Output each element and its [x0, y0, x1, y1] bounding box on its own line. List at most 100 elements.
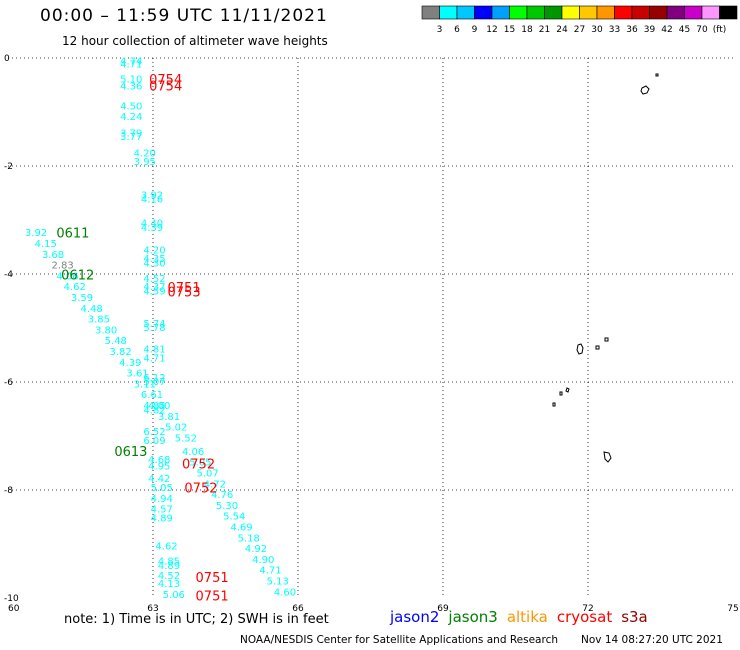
wave-height-value: 4.90	[252, 555, 274, 566]
color-scale-bar: 3 6 9 12 15 18 21 24 27 30 33 36 39 42 45 70 (ft)	[421, 5, 738, 35]
color-scale-label: 70	[696, 25, 708, 35]
color-scale-label: 21	[539, 25, 550, 35]
wave-height-value: 4.20	[143, 245, 165, 256]
wave-height-value: 6.61	[141, 390, 163, 401]
pass-time-label: 0613	[114, 445, 147, 460]
wave-height-value: 6.52	[143, 427, 165, 438]
color-scale-label: (ft)	[713, 25, 727, 35]
wave-height-value: 5.05	[151, 483, 173, 494]
wave-height-value: 3.79	[120, 128, 142, 139]
pass-time-label: 0751	[196, 571, 229, 586]
pass-time-label: 0612	[61, 268, 94, 283]
wave-height-value: 4.94	[151, 494, 173, 505]
wave-height-value: 4.35	[143, 254, 165, 265]
color-scale-label: 24	[556, 25, 568, 35]
wave-height-value: 4.39	[141, 223, 163, 234]
wave-height-value: 4.30	[143, 258, 165, 269]
wave-height-value: 4.39	[119, 358, 141, 369]
y-tick-label: -8	[4, 486, 13, 496]
wave-height-value: 3.92	[141, 190, 163, 201]
wave-height-value: 5.52	[175, 433, 197, 444]
wave-height-value: 4.52	[143, 274, 165, 285]
wave-height-value: 5.06	[163, 590, 185, 601]
wave-height-value: 4.92	[245, 544, 267, 555]
wave-height-value: 4.68	[148, 455, 170, 466]
wave-height-value: 4.95	[148, 461, 170, 472]
wave-height-value: 2.83	[52, 261, 74, 272]
wave-height-value: 4.50	[120, 101, 142, 112]
wave-height-value: 4.85	[158, 557, 180, 568]
wave-height-value: 3.59	[71, 293, 93, 304]
y-tick-label: -2	[4, 162, 13, 172]
wave-height-value: 4.72	[204, 479, 226, 490]
wave-height-value: 5.30	[216, 501, 238, 512]
island-outline	[640, 85, 650, 95]
color-scale-label: 36	[626, 25, 638, 35]
island-outline	[604, 337, 609, 342]
wave-height-value: 4.36	[120, 81, 142, 92]
wave-height-value: 6.12	[143, 373, 165, 384]
y-tick-label: -10	[4, 594, 19, 604]
wave-height-value: 3.77	[120, 132, 142, 143]
wave-height-value: 3.92	[25, 228, 47, 239]
wave-height-value: 3.61	[126, 369, 148, 380]
x-tick-label: 66	[292, 604, 304, 614]
wave-height-value: 4.89	[158, 561, 180, 572]
wave-height-value: 4.20	[134, 148, 156, 159]
island-outline	[655, 73, 659, 77]
wave-height-value: 4.85	[143, 401, 165, 412]
color-scale-label: 15	[504, 25, 515, 35]
wave-height-value: 5.74	[143, 319, 165, 330]
wave-height-value: 3.81	[158, 412, 180, 423]
wave-height-value: 3.82	[110, 347, 132, 358]
wave-height-value: 3.95	[134, 157, 156, 168]
wave-height-value: 5.05	[189, 458, 211, 469]
legend-jason3: jason3	[448, 608, 498, 626]
pass-time-label: 0754	[149, 73, 182, 88]
pass-time-label: 0754	[149, 79, 182, 94]
units-note: note: 1) Time is in UTC; 2) SWH is in fe…	[64, 612, 329, 627]
color-scale-label: 18	[521, 25, 533, 35]
wave-height-value: 4.76	[211, 490, 233, 501]
color-scale-label: 27	[574, 25, 585, 35]
y-tick-label: -6	[4, 378, 13, 388]
wave-height-value: 4.81	[143, 344, 165, 355]
y-tick-label: -4	[4, 270, 13, 280]
wave-height-value: 4.48	[81, 304, 103, 315]
wave-height-value: 4.89	[151, 513, 173, 524]
x-tick-label: 72	[582, 604, 593, 614]
pass-time-label: 0611	[56, 226, 89, 241]
wave-height-value: 4.57	[151, 505, 173, 516]
wave-height-value: 6.09	[143, 436, 165, 447]
credit-line: NOAA/NESDIS Center for Satellite Applica…	[240, 634, 558, 646]
island-outline	[552, 402, 556, 407]
x-tick-label: 60	[8, 604, 20, 614]
wave-height-value: 5.54	[223, 512, 245, 523]
wave-height-value: 4.00	[148, 401, 170, 412]
wave-height-value: 4.13	[158, 579, 180, 590]
wave-height-value: 5.07	[197, 469, 219, 480]
legend-s3a: s3a	[621, 608, 648, 626]
wave-height-value: 5.48	[105, 336, 127, 347]
wave-height-value: 4.40	[141, 218, 163, 229]
wave-height-value: 4.06	[56, 271, 78, 282]
wave-height-value: 4.59	[143, 287, 165, 298]
wave-height-value: 4.62	[155, 541, 177, 552]
pass-time-label: 0752	[184, 482, 217, 497]
pass-time-label: 0752	[182, 457, 215, 472]
x-tick-label: 63	[147, 604, 158, 614]
wave-height-value: 3.11	[134, 379, 156, 390]
wave-height-value: 3.68	[42, 250, 64, 261]
wave-height-value: 4.16	[141, 195, 163, 206]
wave-height-value: 4.06	[182, 447, 204, 458]
wave-height-value: 4.60	[274, 587, 296, 598]
wave-height-value: 4.24	[120, 112, 142, 123]
wave-height-value: 4.71	[143, 353, 165, 364]
pass-time-label: 0751	[196, 590, 229, 605]
wave-height-value: 3.85	[88, 315, 110, 326]
wave-height-value: 4.71	[120, 60, 142, 71]
wave-height-value: 4.42	[148, 474, 170, 485]
satellite-legend: jason2 jason3 altika cryosat s3a	[390, 608, 657, 626]
island-outline	[559, 391, 563, 396]
